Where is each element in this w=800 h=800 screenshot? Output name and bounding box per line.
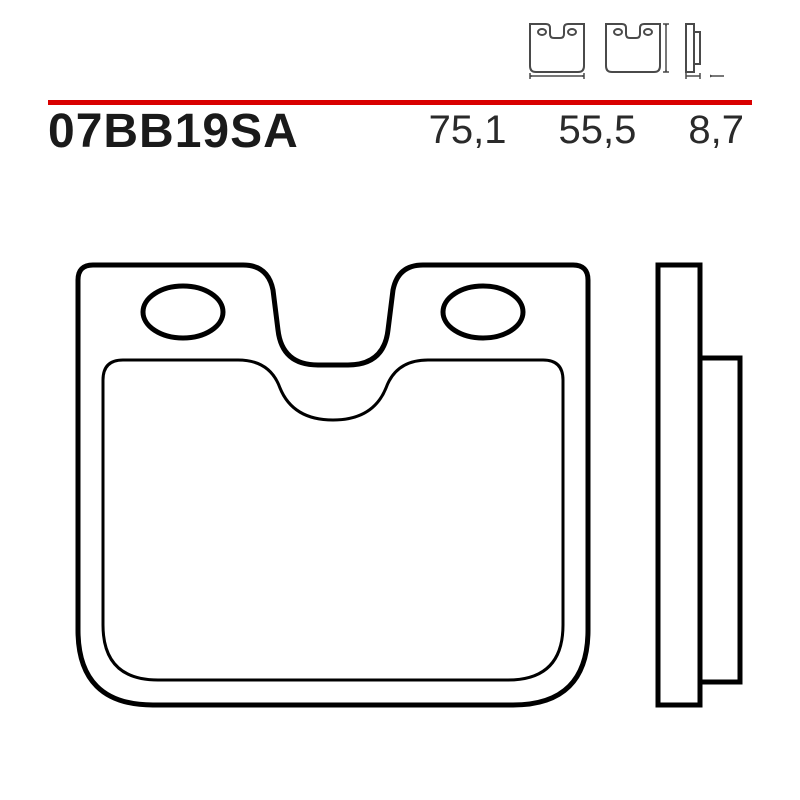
technical-drawing <box>48 260 752 750</box>
side-view <box>658 265 740 705</box>
spec-sheet: 07BB19SA 75,1 55,5 8,7 <box>0 0 800 800</box>
spec-row: 07BB19SA 75,1 55,5 8,7 <box>48 104 752 159</box>
dimensions: 75,1 55,5 8,7 <box>429 104 752 153</box>
dim-height: 55,5 <box>559 108 637 153</box>
front-view <box>78 265 588 705</box>
dim-thickness: 8,7 <box>688 108 744 153</box>
separator-line <box>48 92 752 97</box>
part-number: 07BB19SA <box>48 104 299 159</box>
pad-thickness-icon <box>680 22 730 80</box>
pad-width-icon <box>520 22 594 80</box>
header-dimension-icons <box>520 22 730 80</box>
pad-height-icon <box>600 22 674 80</box>
dim-width: 75,1 <box>429 108 507 153</box>
drawing-svg <box>48 260 752 750</box>
